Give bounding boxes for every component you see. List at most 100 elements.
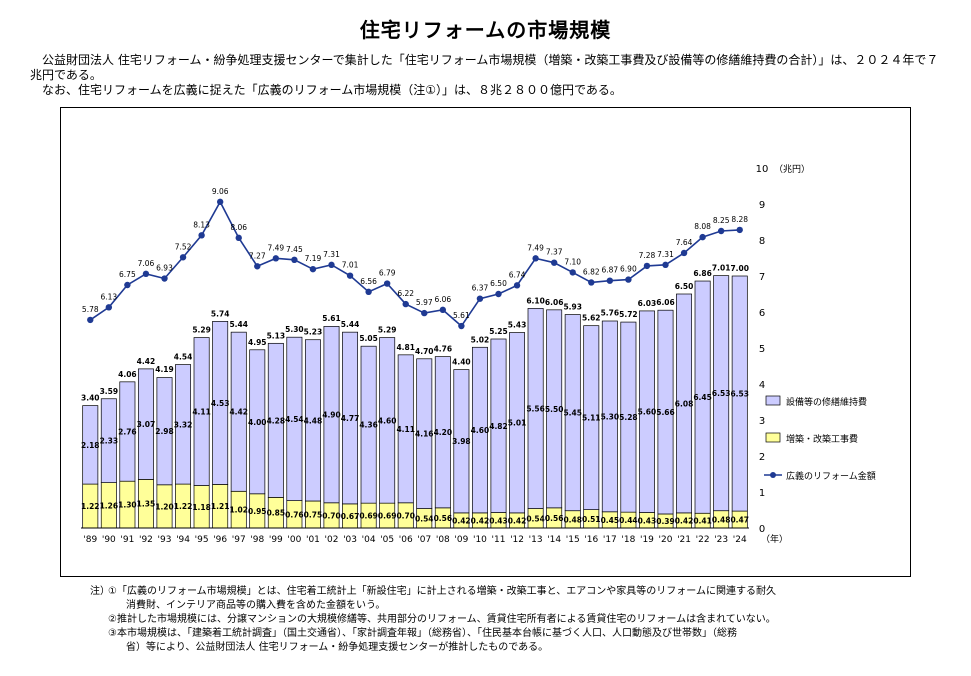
label-maintenance: 5.30: [601, 412, 620, 421]
point-broad-reform: [569, 269, 576, 276]
bar-maintenance: [490, 338, 507, 513]
label-broad-reform: 7.01: [342, 261, 359, 270]
label-total: 5.44: [229, 320, 248, 329]
note-1: 注） ①「広義のリフォーム市場規模」とは、住宅着工統計上「新設住宅」に計上される…: [90, 585, 850, 599]
bar-maintenance: [583, 325, 600, 510]
x-axis-unit: （年）: [761, 533, 788, 545]
bar-maintenance: [267, 342, 284, 498]
label-broad-reform: 5.61: [453, 311, 470, 320]
label-maintenance: 5.45: [563, 409, 582, 418]
line-broad-reform: [89, 200, 740, 328]
label-broad-reform: 6.13: [100, 292, 117, 301]
label-broad-reform: 6.74: [509, 270, 526, 279]
label-maintenance: 4.54: [285, 415, 304, 424]
bar-maintenance: [379, 337, 396, 504]
label-broad-reform: 7.49: [267, 243, 284, 252]
y-axis-unit: （兆円）: [774, 164, 810, 175]
label-broad-reform: 8.06: [230, 223, 247, 232]
x-tick-label: '18: [621, 535, 635, 545]
label-maintenance: 2.98: [155, 427, 174, 436]
label-maintenance: 2.33: [100, 437, 119, 446]
point-broad-reform: [643, 262, 651, 270]
bar-maintenance: [471, 346, 488, 514]
label-maintenance: 3.98: [452, 437, 471, 446]
note-1-continued: 消費財、インテリア商品等の購入費を含めた金額をいう。: [126, 600, 386, 611]
bar-maintenance: [100, 398, 117, 483]
x-tick-label: '03: [343, 535, 357, 545]
bar-maintenance: [156, 377, 173, 486]
point-broad-reform: [198, 232, 205, 239]
y-tick-label: 1: [759, 488, 765, 499]
bar-maintenance: [175, 364, 192, 485]
label-total: 4.54: [174, 353, 193, 362]
x-tick-label: '13: [529, 535, 543, 545]
point-broad-reform: [736, 226, 743, 234]
label-total: 3.59: [100, 387, 119, 396]
x-tick-label: '89: [83, 535, 97, 545]
label-extension: 0.54: [415, 514, 434, 523]
point-broad-reform: [513, 282, 521, 289]
y-tick-label: 3: [759, 416, 765, 427]
y-tick-label: 6: [759, 308, 765, 319]
label-total: 5.43: [508, 321, 527, 330]
label-extension: 0.42: [471, 516, 490, 525]
x-tick-label: '14: [547, 535, 561, 545]
bar-maintenance: [230, 331, 247, 492]
bar-maintenance: [694, 280, 711, 514]
note-1-continued-row: 消費財、インテリア商品等の購入費を含めた金額をいう。: [90, 599, 850, 613]
point-broad-reform: [680, 249, 688, 257]
label-total: 5.05: [359, 334, 378, 343]
label-maintenance: 6.45: [693, 393, 712, 402]
legend-swatch-extension: [765, 432, 781, 443]
label-broad-reform: 6.22: [397, 289, 414, 298]
label-maintenance: 5.56: [526, 404, 545, 413]
bar-maintenance: [731, 275, 748, 512]
label-total: 4.81: [396, 343, 415, 352]
label-broad-reform: 7.19: [305, 254, 322, 263]
label-total: 5.76: [601, 309, 620, 318]
label-maintenance: 4.82: [489, 422, 508, 431]
label-total: 5.02: [471, 335, 490, 344]
x-tick-label: '06: [399, 535, 413, 545]
label-maintenance: 4.11: [192, 408, 211, 417]
label-total: 4.76: [434, 345, 453, 354]
label-maintenance: 6.53: [712, 389, 731, 398]
description: 公益財団法人 住宅リフォーム・紛争処理支援センターで集計した「住宅リフォーム市場…: [30, 53, 940, 98]
x-tick-label: '90: [102, 535, 116, 545]
label-extension: 1.22: [174, 502, 193, 511]
description-line-1: 公益財団法人 住宅リフォーム・紛争処理支援センターで集計した「住宅リフォーム市場…: [30, 53, 939, 82]
label-maintenance: 4.53: [211, 399, 230, 408]
label-total: 7.01: [712, 264, 731, 273]
label-extension: 0.43: [489, 516, 508, 525]
point-broad-reform: [179, 254, 187, 261]
bar-maintenance: [527, 308, 544, 509]
label-broad-reform: 7.10: [564, 257, 581, 266]
x-tick-label: '09: [454, 535, 468, 545]
x-tick-label: '21: [677, 535, 691, 545]
label-extension: 0.75: [304, 511, 323, 520]
x-tick-label: '05: [380, 535, 394, 545]
label-extension: 0.42: [675, 516, 694, 525]
label-extension: 1.22: [81, 502, 100, 511]
label-extension: 0.48: [563, 515, 582, 524]
reform-market-chart: 1.22 2.18 3.40 1.26 2.33 3.59 1.30 2.76 4.06 1.35…: [81, 164, 876, 545]
label-total: 5.29: [378, 326, 397, 335]
point-broad-reform: [291, 256, 298, 263]
label-extension: 1.18: [192, 503, 211, 512]
y-tick-label: 8: [759, 236, 765, 247]
label-total: 6.03: [638, 299, 657, 308]
label-extension: 1.02: [229, 506, 248, 515]
point-broad-reform: [346, 272, 354, 279]
label-extension: 1.20: [155, 502, 174, 511]
label-total: 6.50: [675, 282, 694, 291]
label-total: 5.13: [267, 331, 286, 340]
x-tick-label: '16: [584, 535, 598, 545]
point-broad-reform: [550, 259, 558, 266]
label-maintenance: 4.60: [378, 416, 397, 425]
label-total: 7.00: [730, 264, 749, 273]
x-tick-label: '94: [176, 535, 190, 545]
label-total: 5.62: [582, 314, 601, 323]
point-broad-reform: [625, 276, 632, 283]
label-extension: 0.76: [285, 510, 304, 519]
label-broad-reform: 8.13: [193, 220, 210, 229]
